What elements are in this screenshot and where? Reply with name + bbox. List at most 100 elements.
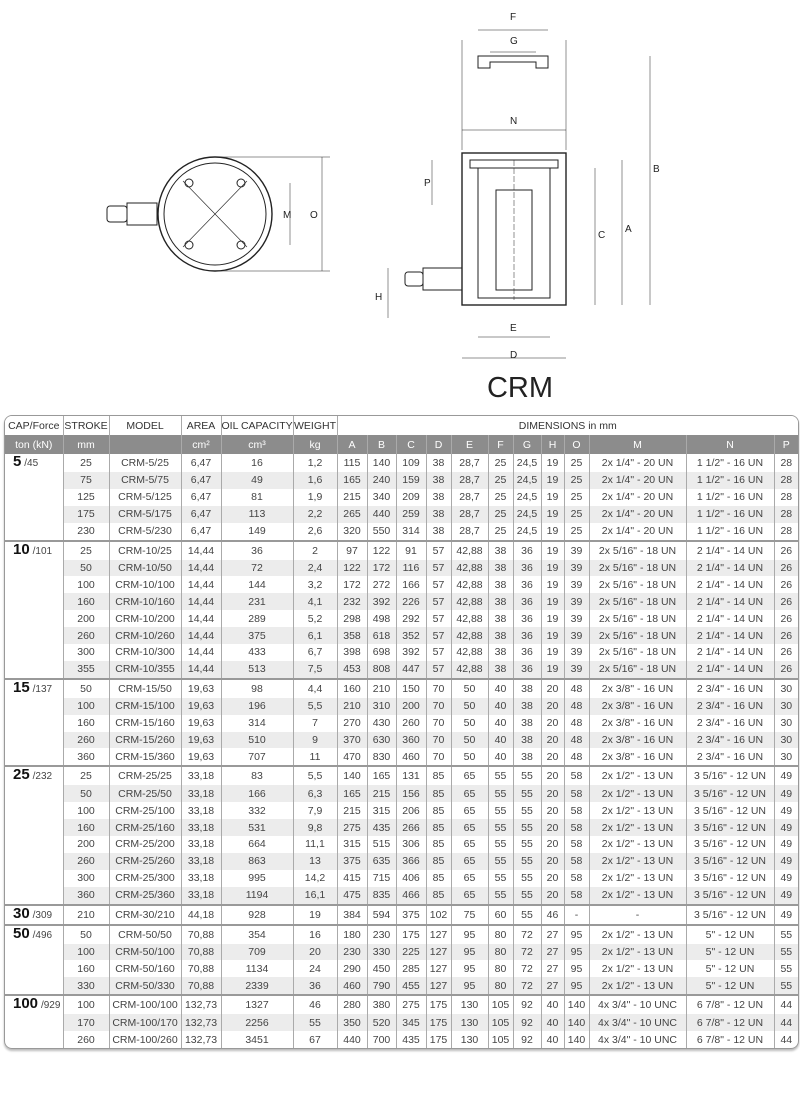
- cell-c: 260: [395, 714, 426, 732]
- header-stroke: STROKE: [62, 416, 109, 435]
- cell-cm: 332: [220, 802, 293, 820]
- cell-b: 310: [366, 697, 396, 715]
- cell-e: 65: [450, 886, 488, 905]
- cell-m: 2x 1/2" - 13 UN: [588, 836, 686, 853]
- cell-p: 30: [773, 714, 798, 732]
- cell-d: 127: [425, 960, 451, 978]
- cell-p: 28: [773, 454, 798, 472]
- cell-h: 19: [540, 472, 564, 489]
- cell-mm: 175: [62, 505, 109, 523]
- cell-kg: 7: [292, 714, 337, 732]
- capacity-kn: /137: [32, 683, 53, 695]
- cell-kg: 9,8: [292, 819, 337, 837]
- cell-cm: 14,44: [180, 593, 221, 611]
- cell-cm: 433: [220, 644, 293, 661]
- cell-h: 20: [540, 765, 564, 786]
- cell-model: CRM-10/300: [108, 644, 181, 661]
- cell-kg: 13: [292, 852, 337, 870]
- cell-f: 38: [487, 593, 513, 611]
- cell-cm: 132,73: [180, 1014, 221, 1032]
- cell-b: 808: [366, 660, 396, 679]
- cell-kg: 4,4: [292, 677, 337, 698]
- cell-cm: 6,47: [180, 505, 221, 523]
- capacity-ton: 30: [13, 904, 30, 922]
- cell-mm: 100: [62, 576, 109, 594]
- cell-model: CRM-25/200: [108, 836, 181, 853]
- cell-f: 105: [487, 1014, 513, 1032]
- cell-h: 40: [540, 994, 564, 1015]
- cell-d: 85: [425, 852, 451, 870]
- cell-a: 375: [336, 852, 367, 870]
- cell-o: 140: [563, 1014, 589, 1032]
- cell-h: 20: [540, 748, 564, 767]
- cell-o: 140: [563, 1031, 589, 1049]
- capacity-cell: [5, 489, 63, 506]
- cell-f: 55: [487, 886, 513, 905]
- cell-d: 127: [425, 943, 451, 961]
- cell-a: 97: [336, 539, 367, 560]
- cell-c: 360: [395, 731, 426, 749]
- cell-d: 70: [425, 748, 451, 767]
- cell-b: 380: [366, 994, 396, 1015]
- cell-cm: 863: [220, 852, 293, 870]
- header-model: MODEL: [108, 416, 181, 435]
- cell-model: CRM-25/100: [108, 802, 181, 820]
- cell-h: 19: [540, 522, 564, 541]
- dim-label-n: N: [510, 116, 517, 127]
- capacity-cell: [5, 819, 63, 837]
- cell-g: 72: [512, 923, 541, 944]
- cell-c: 150: [395, 677, 426, 698]
- cell-e: 95: [450, 960, 488, 978]
- cell-a: 180: [336, 923, 367, 944]
- cell-m: 2x 5/16" - 18 UN: [588, 644, 686, 661]
- table-row: 50 CRM-10/50 14,44 72 2,4 122 172 116 57 42,88 38 3…: [5, 559, 798, 577]
- cell-model: CRM-100/170: [108, 1014, 181, 1032]
- cell-p: 28: [773, 505, 798, 523]
- table-row: 160 CRM-25/160 33,18 531 9,8 275 435 266 85 65 55 5…: [5, 819, 798, 837]
- cell-n: 3 5/16" - 12 UN: [685, 886, 774, 905]
- header-oil-capacity: OIL CAPACITY: [220, 416, 293, 435]
- cell-n: 6 7/8" - 12 UN: [685, 1014, 774, 1032]
- cell-g: 92: [512, 1014, 541, 1032]
- cell-o: 95: [563, 923, 589, 944]
- cell-e: 50: [450, 714, 488, 732]
- cell-cm: 70,88: [180, 923, 221, 944]
- table-row: 100 CRM-15/100 19,63 196 5,5 210 310 200 70 50 40 3…: [5, 697, 798, 715]
- cell-f: 80: [487, 960, 513, 978]
- cell-a: 165: [336, 472, 367, 489]
- table-row: 200 CRM-10/200 14,44 289 5,2 298 498 292 57 42,88…: [5, 610, 798, 628]
- cell-m: 2x 3/8" - 16 UN: [588, 697, 686, 715]
- cell-g: 36: [512, 644, 541, 661]
- cell-mm: 355: [62, 660, 109, 679]
- cell-p: 26: [773, 576, 798, 594]
- cell-m: 2x 1/4" - 20 UN: [588, 488, 686, 506]
- cell-model: CRM-15/260: [108, 731, 181, 749]
- cell-m: 2x 1/2" - 13 UN: [588, 886, 686, 905]
- cell-f: 40: [487, 748, 513, 767]
- cell-m: 2x 5/16" - 18 UN: [588, 593, 686, 611]
- table-row: 160 CRM-15/160 19,63 314 7 270 430 260 70 50 40 38 2…: [5, 714, 798, 732]
- cell-b: 122: [366, 539, 396, 560]
- cell-b: 392: [366, 593, 396, 611]
- cell-cm: 664: [220, 836, 293, 853]
- cell-o: 39: [563, 644, 589, 661]
- capacity-cell: [5, 523, 63, 541]
- cell-kg: 4,1: [292, 593, 337, 611]
- cell-o: 39: [563, 627, 589, 645]
- cell-model: CRM-25/260: [108, 852, 181, 870]
- cell-c: 91: [395, 539, 426, 560]
- cell-model: CRM-10/25: [108, 539, 181, 560]
- cell-d: 175: [425, 1014, 451, 1032]
- cell-o: 58: [563, 765, 589, 786]
- unit-header-17: P: [773, 435, 798, 454]
- cell-p: 49: [773, 836, 798, 853]
- capacity-cell: [5, 802, 63, 819]
- unit-header-12: G: [512, 435, 541, 454]
- cell-cm: 70,88: [180, 960, 221, 978]
- cell-p: 49: [773, 802, 798, 820]
- cell-h: 20: [540, 836, 564, 853]
- cell-b: 594: [366, 903, 396, 925]
- cell-p: 49: [773, 869, 798, 887]
- cell-kg: 2,6: [292, 522, 337, 541]
- cell-g: 24,5: [512, 472, 541, 489]
